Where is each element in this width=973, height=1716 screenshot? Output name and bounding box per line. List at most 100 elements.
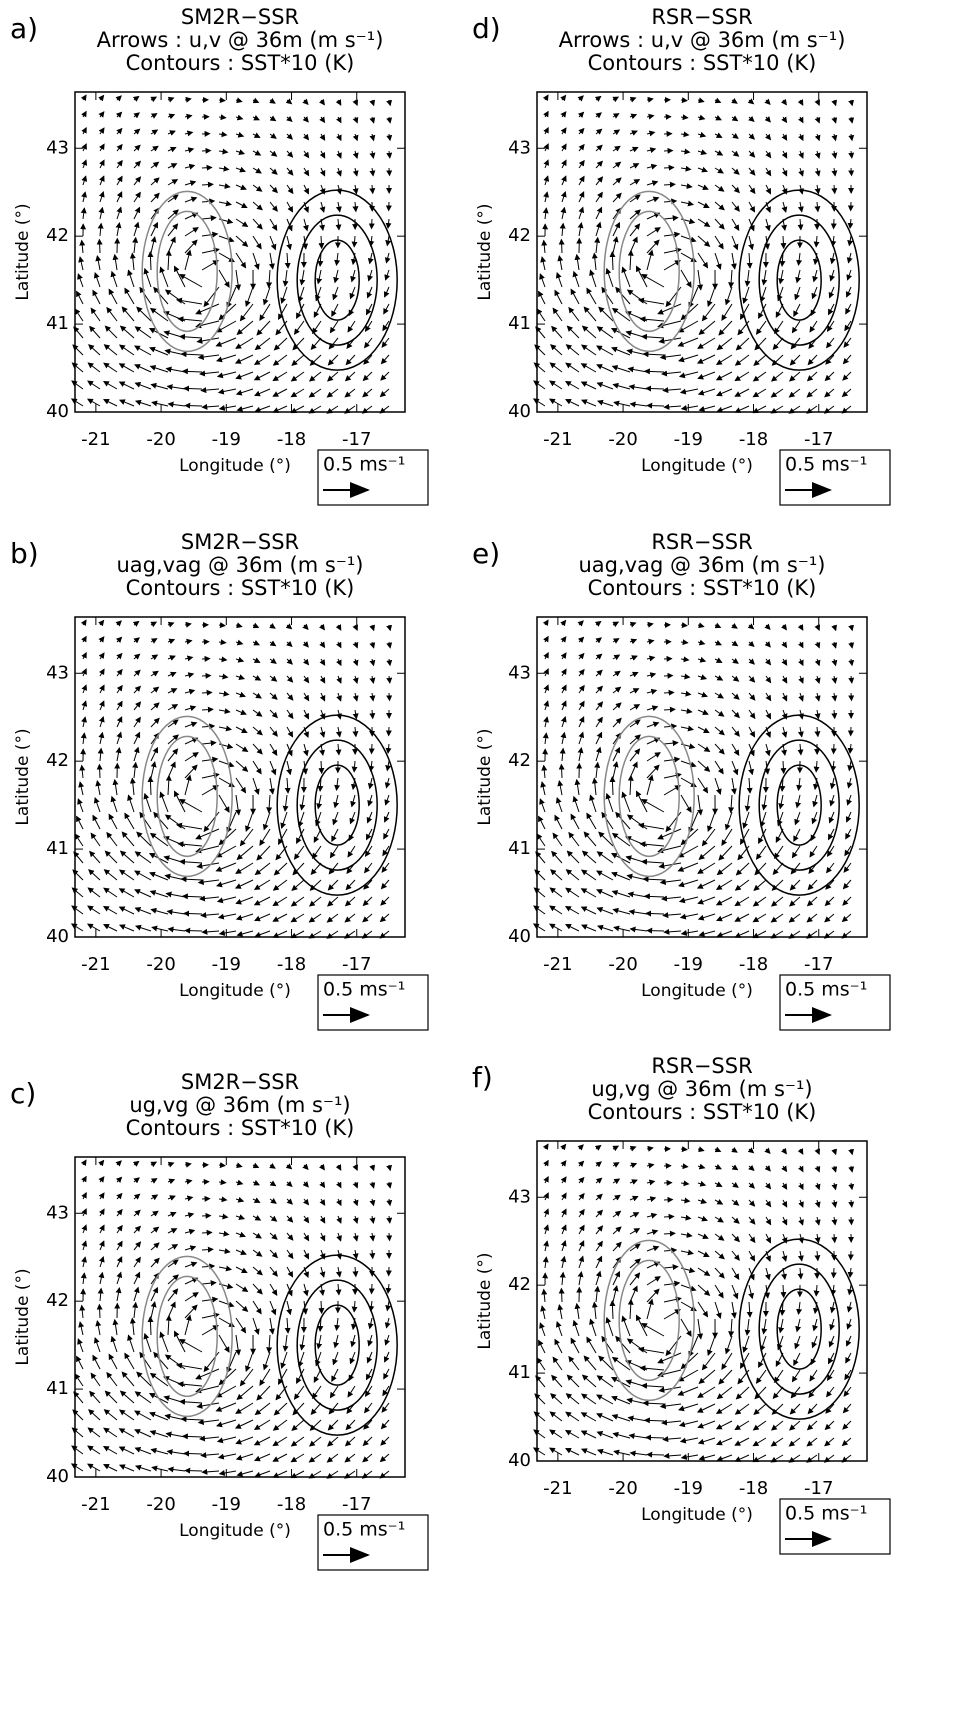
arrow <box>798 675 804 684</box>
arrow <box>560 191 567 203</box>
arrow <box>352 675 359 684</box>
arrow <box>336 1249 342 1260</box>
arrow <box>629 209 641 220</box>
arrow <box>734 879 750 891</box>
arrow <box>721 303 733 321</box>
arrow <box>286 692 294 701</box>
arrow <box>677 862 699 872</box>
arrow <box>697 252 709 269</box>
x-tick-label: -18 <box>739 1478 768 1499</box>
arrow <box>539 273 546 288</box>
arrow <box>319 1232 326 1242</box>
vector-field <box>70 1159 393 1479</box>
arrow <box>542 94 549 101</box>
arrow <box>596 1413 614 1422</box>
arrow <box>646 163 658 170</box>
arrow <box>843 862 852 873</box>
arrow <box>164 289 186 305</box>
arrow <box>754 337 767 351</box>
plot-frame <box>74 616 406 938</box>
arrow <box>316 1334 323 1350</box>
arrow <box>731 675 740 682</box>
arrow <box>612 670 621 677</box>
arrow <box>269 1300 277 1316</box>
arrow <box>714 726 725 736</box>
arrow <box>183 910 203 917</box>
arrow <box>806 388 818 398</box>
arrow <box>71 887 84 898</box>
arrow <box>235 691 246 698</box>
arrow <box>578 1208 585 1218</box>
arrow <box>764 641 771 648</box>
arrow <box>147 251 154 271</box>
arrow <box>629 194 641 203</box>
arrow <box>542 1256 549 1269</box>
arrow <box>386 658 393 667</box>
arrow <box>103 362 118 373</box>
arrow <box>612 129 621 136</box>
arrow <box>697 149 708 155</box>
arrow <box>552 1356 563 1371</box>
arrow <box>290 371 305 382</box>
arrow <box>266 794 273 814</box>
arrow <box>646 227 661 237</box>
arrow <box>731 692 740 700</box>
arrow <box>297 286 305 303</box>
arrow <box>697 862 716 874</box>
arrow <box>309 1419 322 1431</box>
arrow <box>149 871 169 881</box>
arrow <box>697 1146 705 1153</box>
arrow <box>99 684 105 694</box>
arrow <box>366 811 373 824</box>
arrow <box>252 252 260 270</box>
arrow <box>831 709 838 720</box>
arrow <box>308 371 322 382</box>
arrow <box>133 1177 140 1184</box>
arrow <box>846 1318 853 1330</box>
sst-contour <box>276 714 398 896</box>
arrow <box>629 734 641 745</box>
arrow <box>81 175 88 186</box>
arrow <box>90 832 101 847</box>
arrow <box>566 1374 580 1388</box>
arrow <box>218 639 227 646</box>
arrow <box>565 1411 580 1422</box>
arrow <box>847 743 854 754</box>
arrow <box>721 828 733 846</box>
arrow <box>179 1339 203 1353</box>
arrow <box>135 924 152 932</box>
x-tick-label: -20 <box>608 954 637 975</box>
arrow <box>754 862 767 876</box>
arrow <box>613 1449 631 1456</box>
arrow <box>115 221 122 237</box>
arrow <box>645 910 665 917</box>
arrow <box>612 746 620 762</box>
arrow <box>303 1198 310 1206</box>
panel-label: b) <box>10 537 39 570</box>
arrow <box>753 1403 767 1415</box>
sst-contour <box>618 1259 680 1382</box>
arrow <box>93 272 101 288</box>
arrow <box>218 114 227 121</box>
arrow <box>628 1433 648 1440</box>
arrow <box>578 175 585 186</box>
y-tick-label: 41 <box>46 1378 69 1399</box>
arrow <box>565 924 580 932</box>
arrow <box>595 206 603 220</box>
arrow <box>195 303 220 315</box>
arrow <box>336 1215 342 1224</box>
arrow <box>332 1351 339 1366</box>
arrow <box>559 1271 566 1286</box>
arrow <box>781 116 788 124</box>
arrow <box>201 1263 216 1270</box>
arrow <box>70 1463 84 1472</box>
arrow <box>564 905 580 915</box>
arrow <box>351 235 358 248</box>
y-tick-label: 42 <box>508 1274 531 1295</box>
arrow <box>831 1233 838 1244</box>
arrow <box>167 1228 178 1234</box>
arrow <box>383 1368 390 1380</box>
arrow <box>740 303 750 321</box>
arrow <box>697 1301 709 1318</box>
arrow <box>252 1300 262 1315</box>
